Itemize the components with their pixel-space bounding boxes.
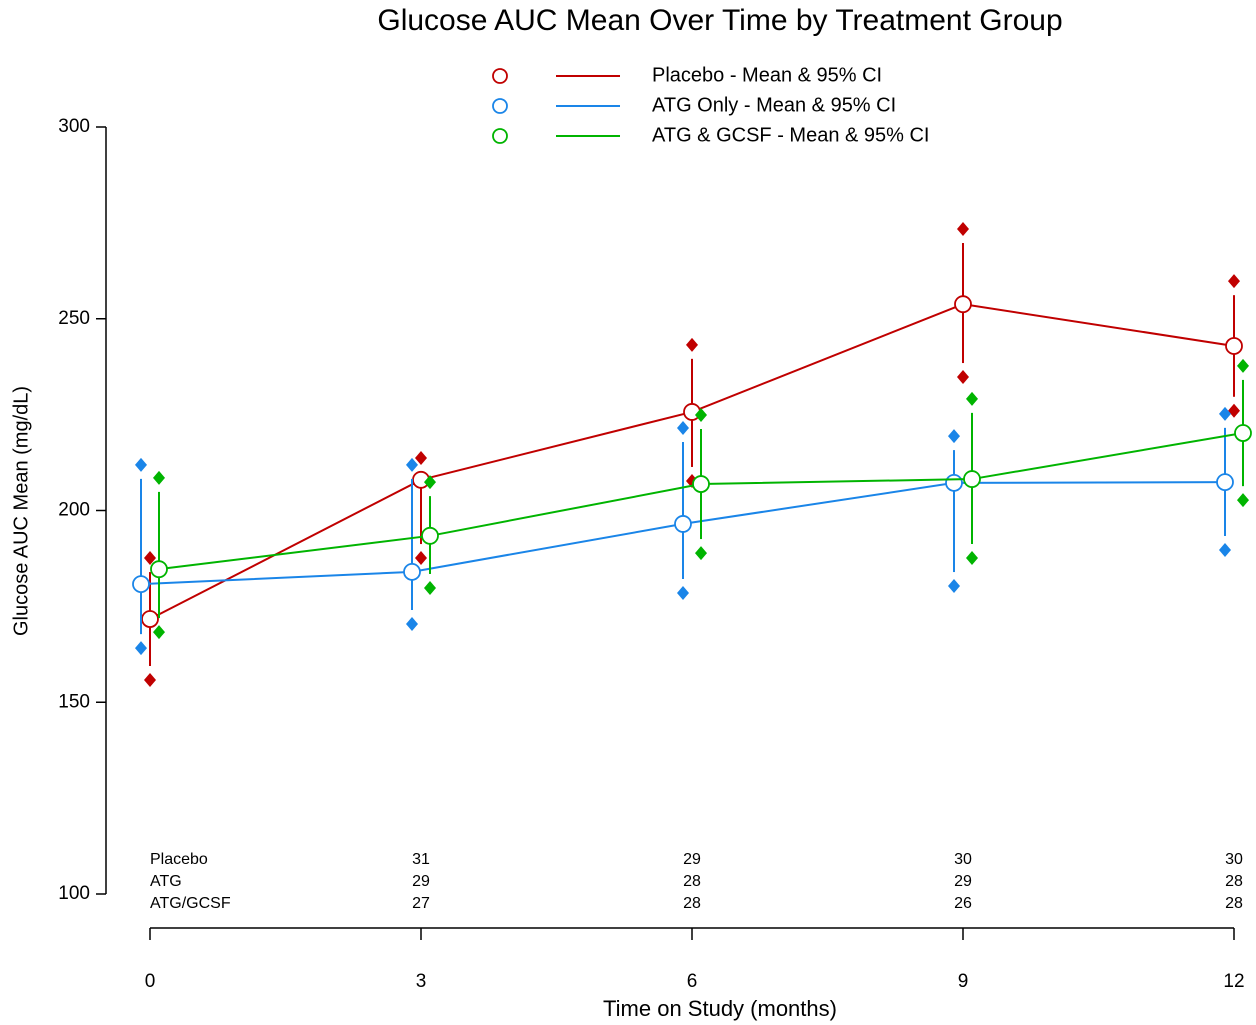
mean-point <box>674 515 692 533</box>
at-risk-label: ATG <box>150 873 182 890</box>
mean-point <box>692 475 710 493</box>
ci-marker <box>686 337 698 352</box>
at-risk-count: 30 <box>1225 851 1243 868</box>
ci-marker <box>677 585 689 600</box>
legend-label: ATG Only - Mean & 95% CI <box>652 94 896 116</box>
x-tick-label: 0 <box>145 971 156 992</box>
mean-point <box>945 473 963 492</box>
y-tick-label: 200 <box>58 500 90 521</box>
mean-point <box>403 562 421 581</box>
ci-marker <box>415 450 427 465</box>
legend-label: Placebo - Mean & 95% CI <box>652 64 882 86</box>
at-risk-count: 29 <box>954 873 972 890</box>
ci-marker <box>957 222 969 237</box>
ci-marker <box>144 551 156 566</box>
ci-marker <box>153 625 165 640</box>
ci-marker <box>1228 274 1240 289</box>
ci-marker <box>695 546 707 561</box>
at-risk-count: 27 <box>412 895 430 912</box>
mean-point <box>132 575 150 594</box>
y-axis-label: Glucose AUC Mean (mg/dL) <box>10 386 32 636</box>
ci-marker <box>695 408 707 423</box>
at-risk-count: 28 <box>683 873 701 890</box>
mean-point <box>1216 473 1234 492</box>
at-risk-count: 31 <box>412 851 430 868</box>
x-tick-label: 9 <box>958 971 969 992</box>
ci-marker <box>135 457 147 472</box>
ci-marker <box>1228 403 1240 418</box>
at-risk-count: 29 <box>412 873 430 890</box>
mean-point <box>1225 337 1243 355</box>
ci-marker <box>948 429 960 444</box>
ci-marker <box>966 391 978 406</box>
mean-point <box>963 470 981 488</box>
x-tick-label: 12 <box>1223 971 1244 992</box>
at-risk-count: 26 <box>954 895 972 912</box>
legend-symbol <box>492 68 508 84</box>
chart-title: Glucose AUC Mean Over Time by Treatment … <box>377 4 1062 37</box>
at-risk-label: ATG/GCSF <box>150 895 231 912</box>
ci-marker <box>1219 543 1231 558</box>
ci-marker <box>948 579 960 594</box>
ci-marker <box>1237 358 1249 373</box>
at-risk-label: Placebo <box>150 851 208 868</box>
at-risk-count: 28 <box>1225 895 1243 912</box>
mean-point <box>954 295 972 314</box>
legend-symbol <box>492 98 508 114</box>
ci-marker <box>153 470 165 485</box>
ci-marker <box>415 551 427 566</box>
ci-marker <box>406 457 418 472</box>
at-risk-count: 28 <box>683 895 701 912</box>
ci-marker <box>957 370 969 385</box>
ci-marker <box>424 580 436 595</box>
ci-marker <box>1237 493 1249 508</box>
y-tick-label: 150 <box>58 691 90 712</box>
at-risk-count: 28 <box>1225 873 1243 890</box>
mean-point <box>141 610 159 628</box>
x-axis-label: Time on Study (months) <box>603 996 837 1021</box>
y-tick-label: 100 <box>58 883 90 904</box>
ci-marker <box>135 641 147 656</box>
ci-marker <box>1219 406 1231 421</box>
x-tick-label: 3 <box>416 971 427 992</box>
legend-label: ATG & GCSF - Mean & 95% CI <box>652 124 929 146</box>
ci-marker <box>424 475 436 490</box>
y-tick-label: 300 <box>58 116 90 137</box>
at-risk-count: 30 <box>954 851 972 868</box>
at-risk-count: 29 <box>683 851 701 868</box>
ci-marker <box>677 421 689 436</box>
ci-marker <box>406 617 418 632</box>
mean-point <box>150 560 168 579</box>
mean-point <box>421 526 439 545</box>
legend-symbol <box>492 128 508 144</box>
mean-point <box>1234 424 1252 442</box>
ci-marker <box>144 673 156 688</box>
ci-marker <box>966 551 978 566</box>
y-tick-label: 250 <box>58 308 90 329</box>
x-tick-label: 6 <box>687 971 698 992</box>
